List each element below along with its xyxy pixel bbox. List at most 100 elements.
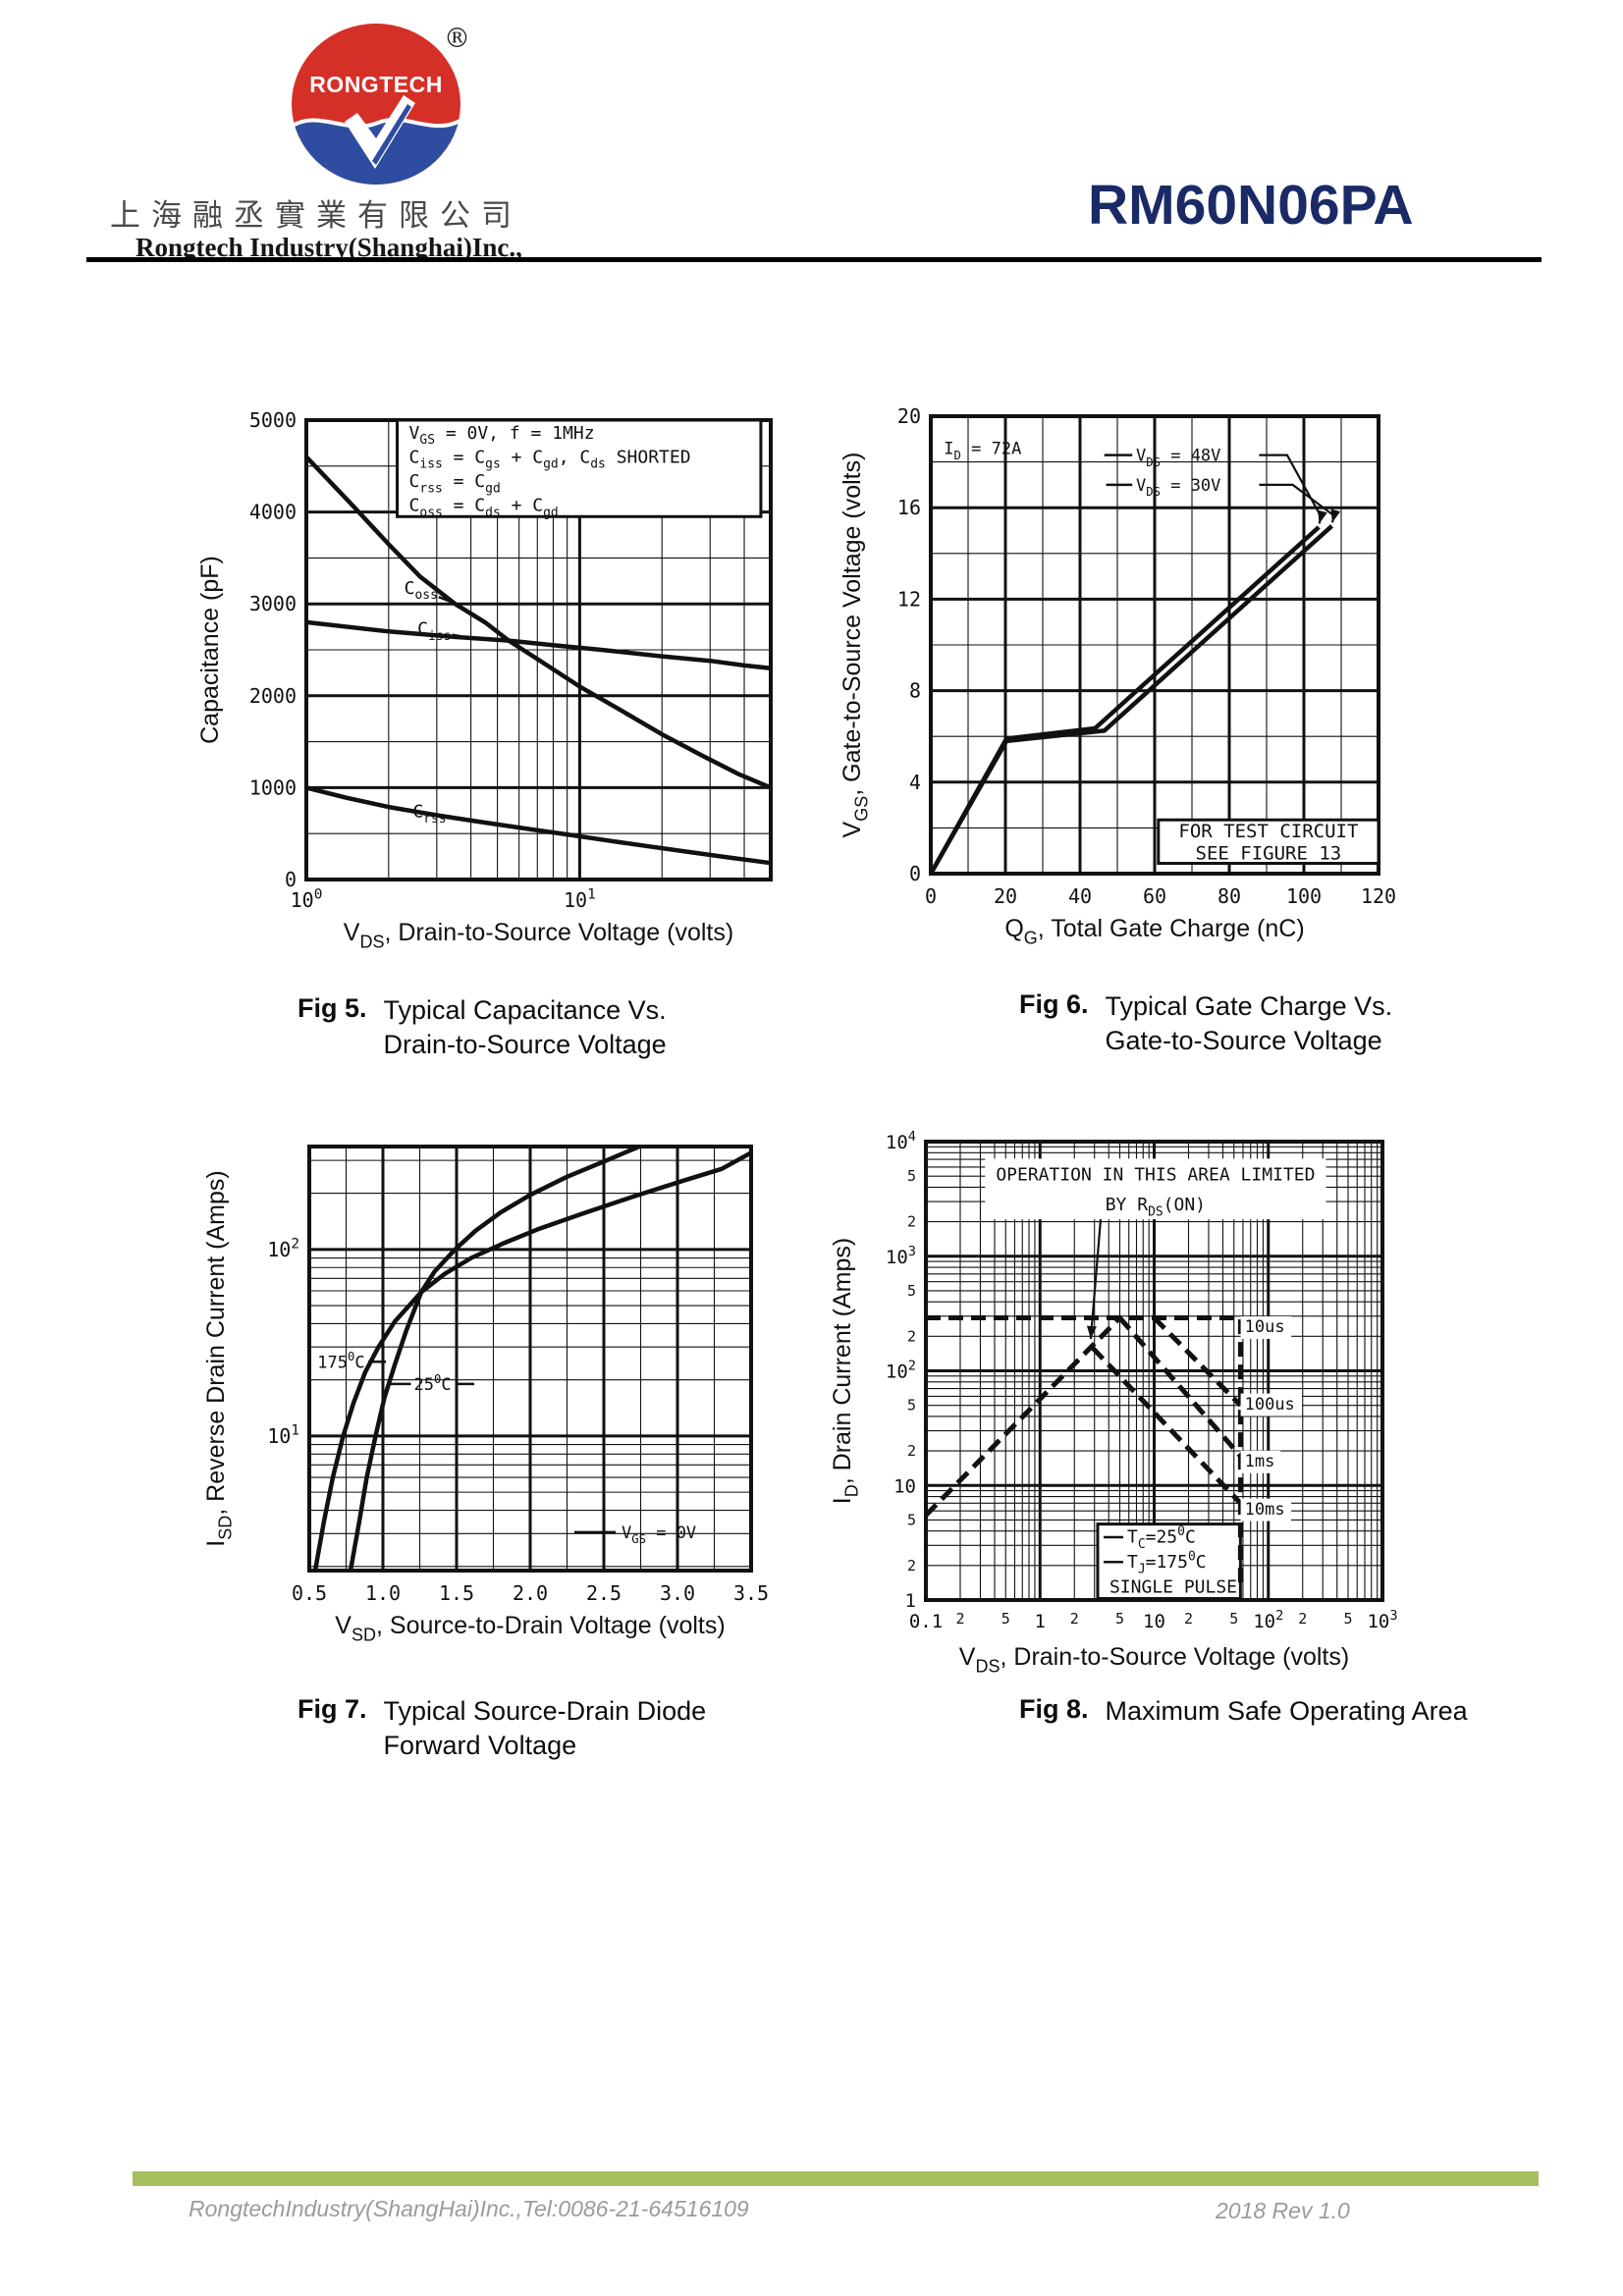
fig8-x-subtick: 5 (1001, 1610, 1010, 1628)
fig7-grid (307, 1145, 753, 1573)
fig5-annotation: Coss (405, 578, 438, 603)
fig5-y-tick: 3000 (249, 592, 297, 615)
logo-wave-line (292, 115, 460, 130)
fig7-x-tick: 3.5 (733, 1581, 769, 1605)
fig8-annotation: 1ms (1245, 1452, 1275, 1471)
fig8-x-subtick: 5 (1229, 1610, 1238, 1628)
fig5-x-axis-title: VDS, Drain-to-Source Voltage (volts) (344, 919, 733, 952)
fig6-y-axis-title: VGS, Gate-to-Source Voltage (volts) (839, 453, 872, 838)
header-divider (86, 257, 1542, 262)
fig8-grid (924, 1140, 1384, 1602)
footer-company-info: RongtechIndustry(ShangHai)Inc.,Tel:0086-… (189, 2196, 749, 2221)
fig8-leader-line (1089, 1219, 1103, 1340)
fig8-y-subtick: 5 (907, 1282, 916, 1300)
fig8-annotation: 100us (1245, 1395, 1295, 1415)
fig8-y-subtick: 2 (907, 1327, 916, 1345)
fig5-y-axis-title: Capacitance (pF) (196, 556, 224, 744)
fig7-y-tick: 101 (267, 1423, 299, 1448)
fig8-x-tick: 102 (1253, 1608, 1283, 1632)
fig7-y-axis-title: ISD, Reverse Drain Current (Amps) (202, 1170, 236, 1546)
fig5-leader-dash (438, 596, 460, 607)
fig8-box-line: TJ=1750C (1127, 1549, 1207, 1576)
fig8-series-pulse_10ms (1091, 1346, 1243, 1506)
logo-check-inner (372, 104, 411, 165)
fig6-arrowhead-icon (1330, 508, 1341, 523)
fig6-y-tick: 12 (897, 587, 921, 611)
fig5-box-line: VGS = 0V, f = 1MHz (409, 423, 595, 448)
fig5-x-tick: 101 (564, 887, 596, 912)
fig6-grid (929, 414, 1380, 876)
fig7-caption: Fig 7. Typical Source-Drain Diode Forwar… (298, 1694, 706, 1762)
logo-check-icon (345, 95, 415, 169)
fig6-series (929, 524, 1334, 876)
fig6-series-vds-30v (929, 524, 1334, 876)
fig6-x-tick: 0 (925, 884, 937, 908)
fig7-y-tick: 102 (267, 1236, 299, 1260)
fig8-series-pulse_100us (1152, 1315, 1243, 1408)
fig6-x-tick: 20 (994, 884, 1017, 908)
fig7-diode-forward-chart: 1750C 250C VGS = 0V 0.5 1.0 1.5 2.0 2.5 3.0 3.5 10… (202, 1144, 769, 1645)
fig6-annotation: ID = 72A (944, 440, 1021, 462)
fig6-y-tick: 0 (909, 862, 921, 885)
fig8-x-subtick: 2 (1184, 1610, 1193, 1628)
fig8-y-subtick: 2 (907, 1557, 916, 1575)
fig8-x-subtick: 5 (1343, 1610, 1352, 1628)
fig6-annotation: VDS = 48V (1136, 447, 1220, 469)
fig8-series-rds_on_limit (924, 1315, 1122, 1518)
fig5-caption-line1: Typical Capacitance Vs. (383, 995, 667, 1025)
fig8-y-tick: 102 (886, 1359, 916, 1383)
fig5-y-tick: 2000 (249, 684, 297, 708)
fig6-y-tick: 20 (897, 404, 921, 428)
fig8-box-line: SINGLE PULSE (1109, 1576, 1237, 1597)
fig8-y-tick: 104 (886, 1129, 916, 1153)
fig6-leader-line (1259, 454, 1323, 524)
fig5-caption-number: Fig 5. (298, 993, 367, 1023)
fig6-x-axis-title: QG, Total Gate Charge (nC) (1004, 915, 1304, 948)
fig8-x-subtick: 2 (1070, 1610, 1079, 1628)
fig5-box-line: Crss = Cgd (409, 471, 501, 496)
fig5-y-tick: 5000 (249, 408, 297, 432)
fig6-x-tick: 100 (1286, 884, 1322, 908)
fig7-x-tick: 3.0 (660, 1581, 695, 1605)
footer-revision: 2018 Rev 1.0 (1216, 2198, 1350, 2223)
fig7-caption-number: Fig 7. (298, 1694, 367, 1724)
fig8-y-subtick: 5 (907, 1397, 916, 1415)
fig8-x-subtick: 2 (1298, 1610, 1307, 1628)
fig8-x-tick: 103 (1367, 1608, 1397, 1632)
fig7-annotation: VGS = 0V (622, 1523, 696, 1546)
fig8-x-subtick: 5 (1115, 1610, 1124, 1628)
fig8-series-pulse_1ms (1117, 1315, 1243, 1459)
fig6-box-line: FOR TEST CIRCUIT (1178, 821, 1358, 842)
fig5-y-tick: 1000 (249, 775, 297, 799)
fig7-caption-line2: Forward Voltage (383, 1730, 577, 1760)
fig8-box-line: BY RDS(ON) (1106, 1195, 1206, 1219)
fig8-annotation: 10us (1245, 1317, 1285, 1337)
fig8-x-tick: 0.1 (909, 1611, 943, 1632)
fig8-series-pulse_10us (926, 1315, 1243, 1589)
fig8-y-subtick: 5 (907, 1511, 916, 1528)
registered-trademark: ® (444, 24, 470, 54)
fig5-y-tick: 4000 (249, 501, 297, 524)
fig5-caption-line2: Drain-to-Source Voltage (383, 1029, 667, 1059)
fig8-arrowhead-icon (1086, 1325, 1097, 1339)
fig5-series-crss (305, 785, 772, 866)
fig7-x-tick: 2.5 (586, 1581, 622, 1605)
fig7-series-175c (312, 1150, 753, 1572)
fig8-box-line: TC=250C (1127, 1524, 1196, 1552)
fig6-y-tick: 16 (897, 496, 921, 519)
fig8-caption: Fig 8. Maximum Safe Operating Area (1019, 1694, 1468, 1729)
fig8-textbox-0: OPERATION IN THIS AREA LIMITED BY RDS(ON) (985, 1158, 1326, 1220)
fig5-box-line: Ciss = Cgs + Cgd, Cds SHORTED (409, 447, 691, 471)
fig8-annotation: 10ms (1245, 1500, 1285, 1520)
fig7-annotation: 250C (414, 1372, 452, 1395)
fig8-soa-chart: OPERATION IN THIS AREA LIMITED BY RDS(ON)… (829, 1129, 1398, 1676)
fig7-annotation: 1750C (317, 1350, 364, 1372)
fig8-x-tick: 1 (1035, 1611, 1046, 1632)
fig8-y-tick: 103 (886, 1244, 916, 1268)
part-number: RM60N06PA (1088, 174, 1414, 237)
fig6-arrowhead-icon (1318, 509, 1327, 524)
fig8-y-axis-title: ID, Drain Current (Amps) (829, 1238, 862, 1504)
